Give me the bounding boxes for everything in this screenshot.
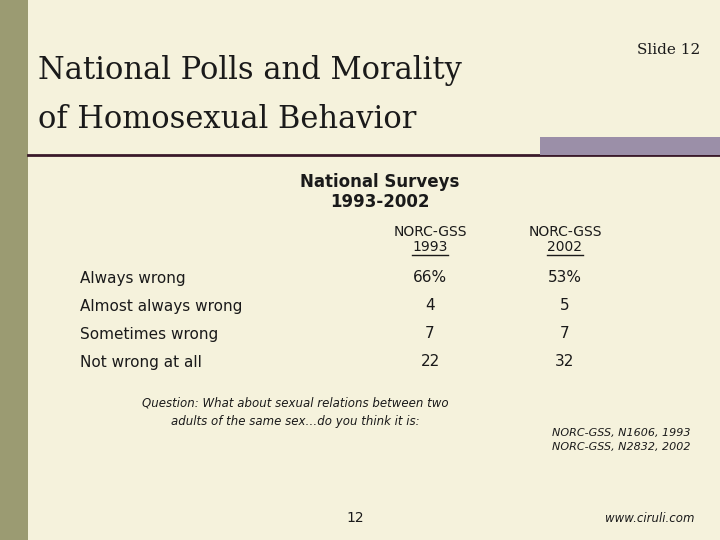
Text: Sometimes wrong: Sometimes wrong	[80, 327, 218, 341]
Text: of Homosexual Behavior: of Homosexual Behavior	[38, 105, 416, 136]
Text: 53%: 53%	[548, 271, 582, 286]
Text: 12: 12	[346, 511, 364, 525]
Text: National Surveys: National Surveys	[300, 173, 459, 191]
Bar	[540, 137, 720, 155]
Text: NORC-GSS: NORC-GSS	[393, 225, 467, 239]
Text: 2002: 2002	[547, 240, 582, 254]
Text: 1993: 1993	[413, 240, 448, 254]
Text: 1993-2002: 1993-2002	[330, 193, 430, 211]
Text: Slide 12: Slide 12	[636, 43, 700, 57]
Text: 7: 7	[560, 327, 570, 341]
Text: Question: What about sexual relations between two
adults of the same sex…do you : Question: What about sexual relations be…	[142, 396, 449, 428]
Text: www.ciruli.com: www.ciruli.com	[606, 511, 695, 524]
Text: Always wrong: Always wrong	[80, 271, 186, 286]
Text: 7: 7	[426, 327, 435, 341]
Text: 22: 22	[420, 354, 440, 369]
Text: 5: 5	[560, 299, 570, 314]
Text: 66%: 66%	[413, 271, 447, 286]
Text: National Polls and Morality: National Polls and Morality	[38, 55, 462, 85]
Text: NORC-GSS: NORC-GSS	[528, 225, 602, 239]
Text: NORC-GSS, N1606, 1993
NORC-GSS, N2832, 2002: NORC-GSS, N1606, 1993 NORC-GSS, N2832, 2…	[552, 428, 690, 452]
Text: 4: 4	[426, 299, 435, 314]
Text: Not wrong at all: Not wrong at all	[80, 354, 202, 369]
Text: 32: 32	[555, 354, 575, 369]
Bar	[0, 0, 28, 540]
Text: Almost always wrong: Almost always wrong	[80, 299, 243, 314]
